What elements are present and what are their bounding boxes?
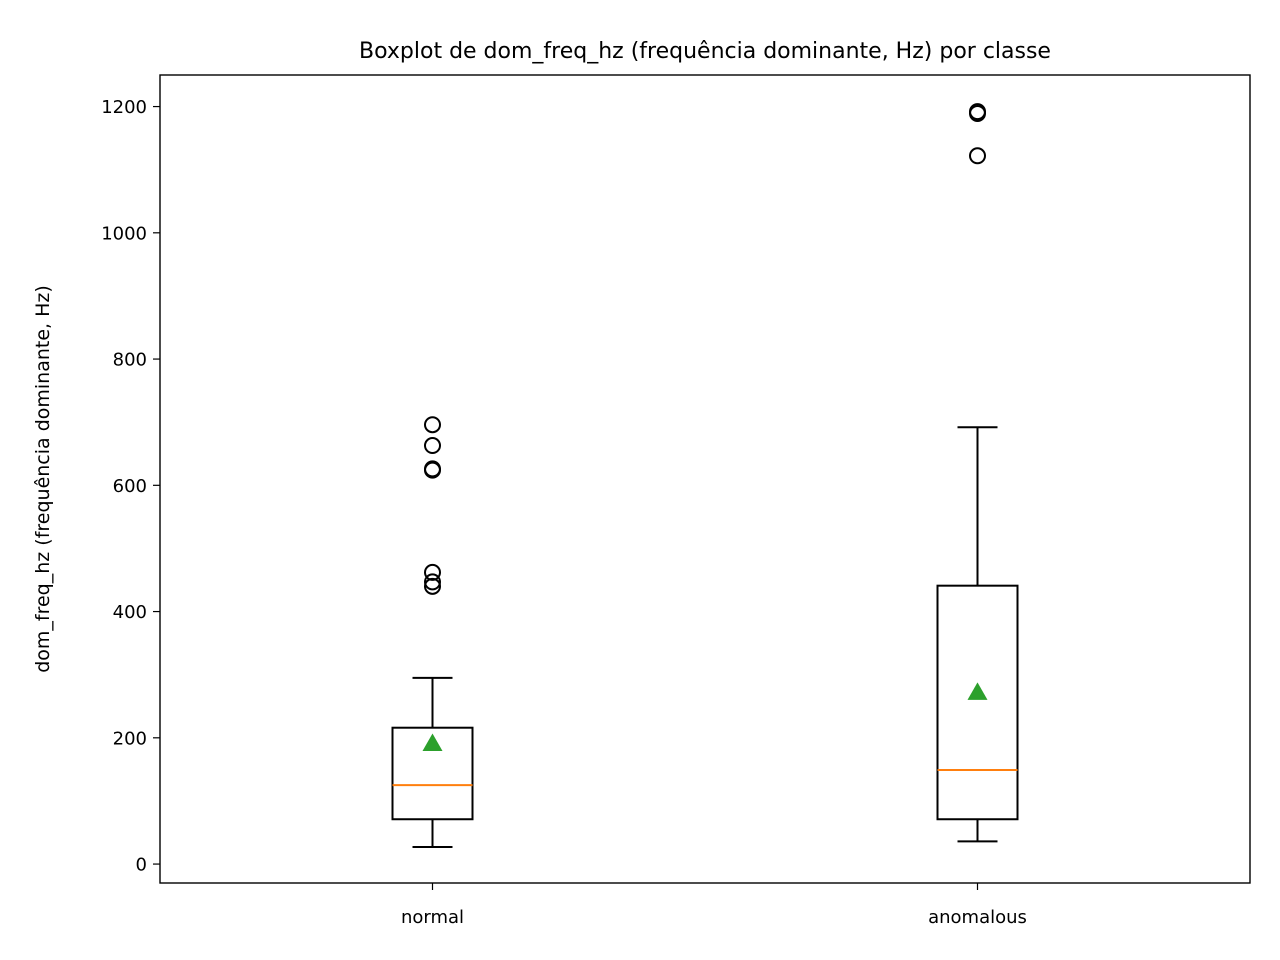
- axes-frame: [159, 74, 1251, 884]
- plot-area: [391, 103, 1019, 849]
- iqr-box: [936, 584, 1019, 821]
- y-tick-label: 200: [113, 728, 147, 749]
- mean-marker: [422, 733, 443, 751]
- y-axis-label: dom_freq_hz (frequência dominante, Hz): [32, 285, 54, 673]
- y-tick-label: 400: [113, 602, 147, 623]
- outlier-point: [424, 563, 441, 581]
- x-tick-label: normal: [401, 907, 464, 928]
- outlier-point: [424, 577, 441, 595]
- y-tick-label: 1200: [101, 97, 147, 118]
- box-anomalous: [936, 103, 1019, 843]
- iqr-box: [391, 726, 474, 821]
- mean-marker: [967, 682, 988, 700]
- x-tick-label: anomalous: [928, 907, 1027, 928]
- y-tick-label: 0: [136, 855, 147, 876]
- outlier-point: [424, 573, 441, 591]
- box-normal: [391, 416, 474, 849]
- outlier-point: [424, 437, 441, 455]
- y-tick-label: 800: [113, 350, 147, 371]
- y-tick-label: 1000: [101, 223, 147, 244]
- outlier-point: [969, 147, 986, 165]
- outlier-point: [424, 460, 441, 478]
- outlier-point: [424, 416, 441, 434]
- chart-title: Boxplot de dom_freq_hz (frequência domin…: [359, 39, 1051, 64]
- outlier-point: [969, 103, 986, 121]
- y-tick-label: 600: [113, 476, 147, 497]
